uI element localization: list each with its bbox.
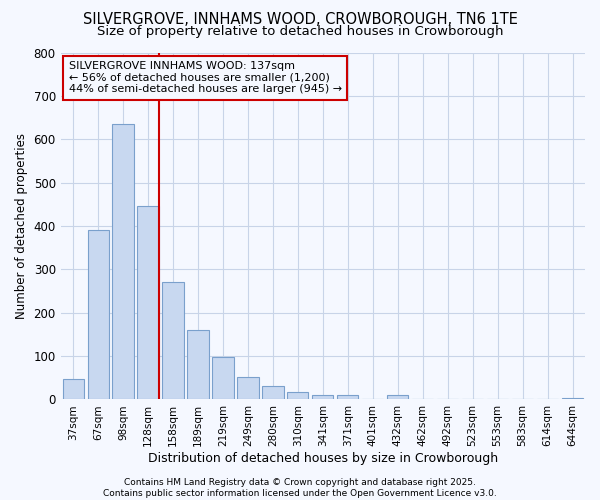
- Bar: [387, 395, 409, 400]
- Bar: [212, 358, 233, 400]
- Bar: [187, 330, 209, 400]
- Text: SILVERGROVE, INNHAMS WOOD, CROWBOROUGH, TN6 1TE: SILVERGROVE, INNHAMS WOOD, CROWBOROUGH, …: [83, 12, 517, 28]
- Bar: [262, 386, 284, 400]
- Text: Contains HM Land Registry data © Crown copyright and database right 2025.
Contai: Contains HM Land Registry data © Crown c…: [103, 478, 497, 498]
- Bar: [62, 379, 84, 400]
- Bar: [137, 206, 158, 400]
- Bar: [312, 395, 334, 400]
- X-axis label: Distribution of detached houses by size in Crowborough: Distribution of detached houses by size …: [148, 452, 498, 465]
- Bar: [88, 230, 109, 400]
- Y-axis label: Number of detached properties: Number of detached properties: [15, 133, 28, 319]
- Bar: [112, 124, 134, 400]
- Text: SILVERGROVE INNHAMS WOOD: 137sqm
← 56% of detached houses are smaller (1,200)
44: SILVERGROVE INNHAMS WOOD: 137sqm ← 56% o…: [68, 61, 341, 94]
- Text: Size of property relative to detached houses in Crowborough: Size of property relative to detached ho…: [97, 25, 503, 38]
- Bar: [163, 282, 184, 400]
- Bar: [287, 392, 308, 400]
- Bar: [238, 377, 259, 400]
- Bar: [337, 395, 358, 400]
- Bar: [562, 398, 583, 400]
